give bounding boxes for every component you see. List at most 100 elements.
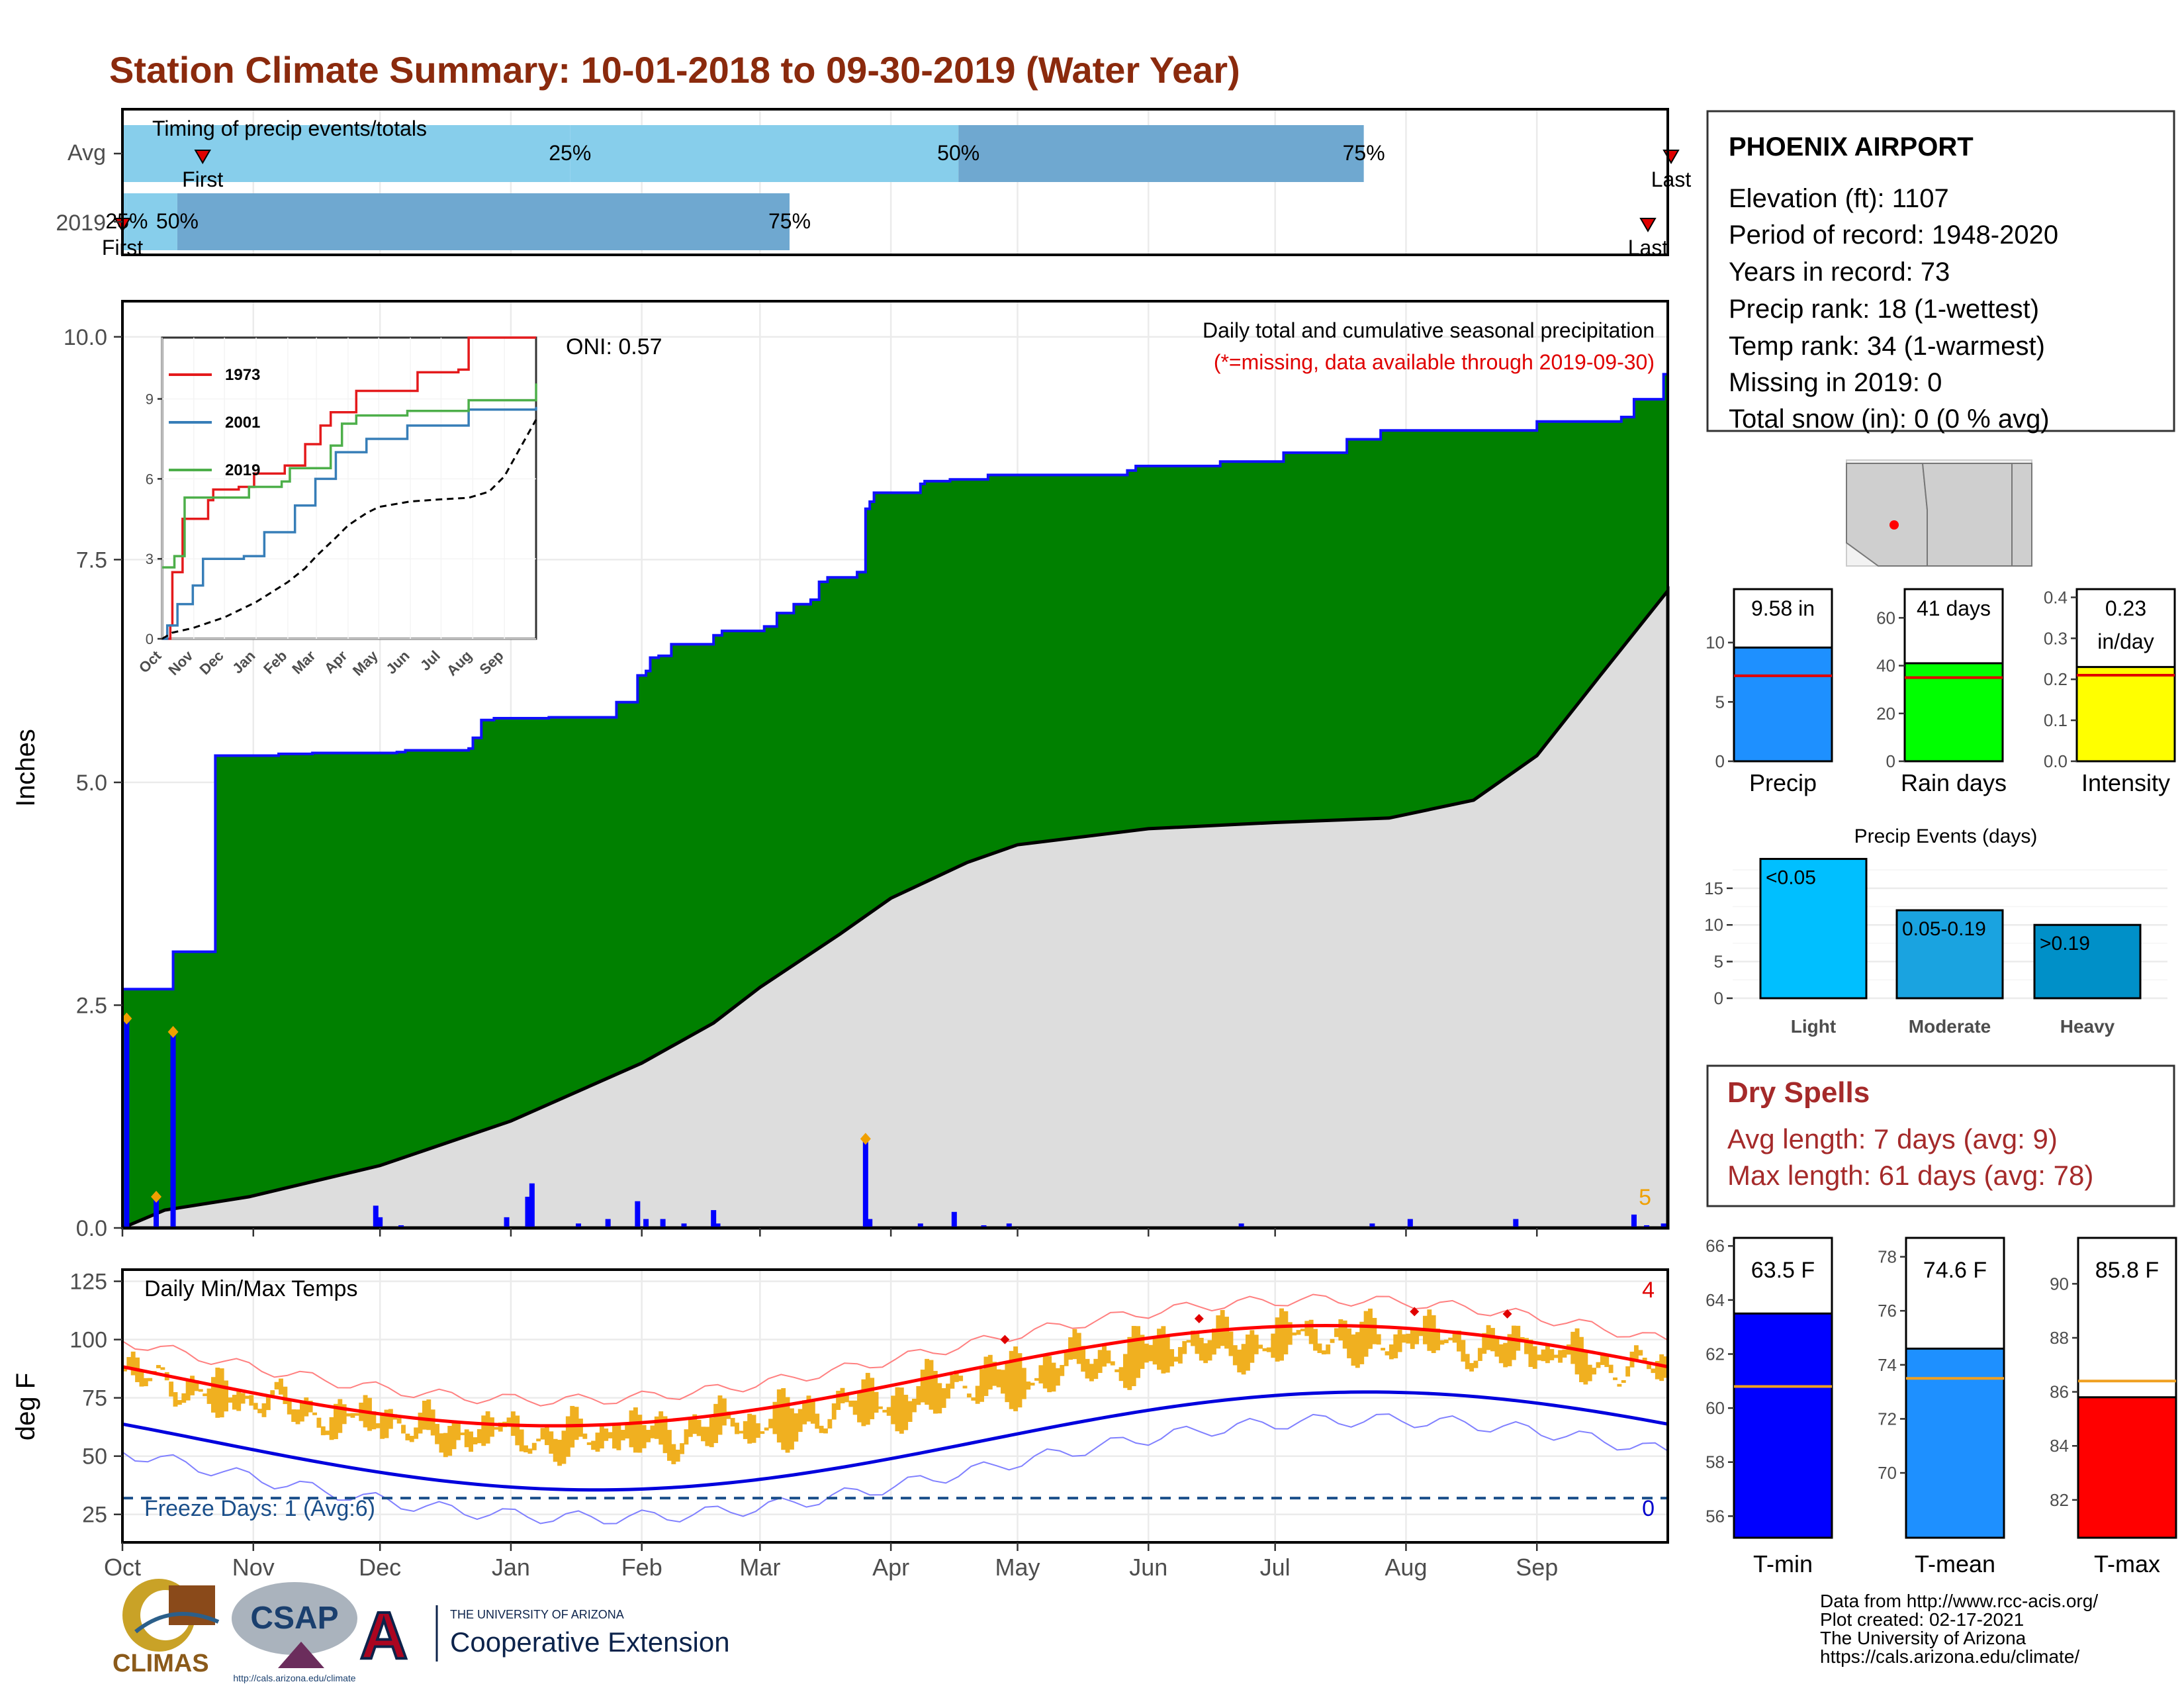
summary-bar-intensity [2075, 666, 2176, 763]
daily-temp-bar [527, 1448, 533, 1454]
daily-temp-bar [426, 1399, 432, 1430]
daily-temp-bar [1494, 1337, 1500, 1357]
daily-temp-bar [962, 1385, 968, 1389]
daily-temp-bar [604, 1428, 609, 1441]
daily-precip-bar [1644, 1225, 1650, 1228]
temp-summary-x-label: T-max [2094, 1550, 2160, 1577]
daily-temp-bar [629, 1410, 634, 1448]
daily-temp-bar [1097, 1350, 1103, 1374]
precip-y-tick-label: 10.0 [64, 325, 107, 350]
daily-temp-bar [671, 1444, 676, 1464]
daily-temp-bar [815, 1413, 820, 1429]
daily-temp-bar [806, 1395, 811, 1422]
daily-temp-bar [1562, 1349, 1567, 1358]
daily-temp-bar [586, 1442, 592, 1445]
daily-temp-bar [992, 1362, 997, 1386]
station-line: Years in record: 73 [1729, 258, 1950, 287]
inset-series-line-2019 [162, 383, 537, 569]
daily-temp-bar [333, 1403, 338, 1440]
daily-temp-bar [224, 1380, 228, 1412]
daily-temp-bar [772, 1401, 778, 1434]
daily-temp-bar [1038, 1365, 1044, 1383]
daily-temp-bar [1300, 1329, 1305, 1332]
daily-temp-bar [1161, 1326, 1166, 1374]
summary-bar-x-label: Intensity [2081, 769, 2170, 796]
footer-line: Data from http://www.rcc-acis.org/ [1820, 1591, 2098, 1611]
month-tick-label: Dec [359, 1554, 401, 1581]
daily-temp-bar [764, 1427, 769, 1431]
daily-temp-bar [1186, 1340, 1191, 1343]
daily-temp-bar [1287, 1322, 1293, 1345]
daily-temp-bar [1321, 1350, 1326, 1355]
daily-temp-bar [561, 1430, 567, 1464]
daily-temp-bar [646, 1430, 651, 1442]
daily-temp-bar [283, 1386, 288, 1405]
temp-summary-y-tick-label: 84 [2050, 1436, 2069, 1456]
events-x-label: Moderate [1909, 1016, 1991, 1037]
daily-temp-bar [1127, 1336, 1132, 1390]
temp-summary-y-tick-label: 76 [1878, 1301, 1897, 1321]
daily-temp-bar [367, 1397, 372, 1431]
daily-temp-bar [338, 1399, 343, 1433]
daily-temp-bar [680, 1443, 685, 1454]
daily-temp-bar [236, 1391, 242, 1411]
daily-temp-bar [1021, 1368, 1026, 1399]
timing-bar-25-50 [126, 193, 177, 250]
daily-temp-bar [1148, 1344, 1154, 1362]
temp-y-tick-label: 125 [69, 1270, 107, 1295]
summary-bar-precip [1733, 646, 1833, 763]
timing-bar-50-75 [177, 193, 790, 250]
csap-logo: CSAP http://cals.arizona.edu/climate [232, 1582, 357, 1683]
daily-temp-bar [1642, 1357, 1647, 1361]
daily-temp-bar [320, 1426, 326, 1436]
daily-temp-bar [1651, 1368, 1656, 1374]
daily-temp-bar [1604, 1355, 1610, 1368]
daily-temp-bar [1253, 1335, 1259, 1354]
daily-temp-bar [599, 1426, 604, 1449]
daily-temp-bar [819, 1425, 824, 1433]
daily-temp-bar [620, 1430, 625, 1440]
daily-temp-bar [675, 1449, 680, 1462]
record-high-marker [1194, 1313, 1204, 1323]
daily-temp-bar [1246, 1335, 1250, 1371]
station-info-box: PHOENIX AIRPORT Elevation (ft): 1107 Per… [1706, 110, 2175, 434]
daily-temp-bar [1381, 1348, 1386, 1351]
footer-line: https://cals.arizona.edu/climate/ [1820, 1646, 2079, 1667]
daily-temp-bar [1191, 1331, 1195, 1346]
daily-temp-bar [1313, 1329, 1318, 1351]
daily-temp-bar [388, 1409, 393, 1429]
daily-precip-bar [917, 1223, 923, 1228]
daily-temp-bar [857, 1391, 862, 1423]
temperature-panel: 25 50 75 100 125 Oct Nov Dec Jan Feb Mar Apr May Jun… [11, 1268, 1669, 1581]
month-tick-label: Nov [232, 1554, 275, 1581]
daily-temp-bar [1115, 1369, 1120, 1372]
daily-temp-bar [228, 1397, 233, 1403]
daily-precip-bar [643, 1219, 649, 1228]
daily-temp-bar [1655, 1361, 1660, 1380]
first-event-marker [194, 150, 211, 164]
daily-temp-bar [907, 1401, 913, 1423]
daily-precip-bar [715, 1223, 721, 1228]
timing-percentile-label: 75% [1343, 141, 1385, 165]
daily-temp-bar [1579, 1336, 1584, 1382]
daily-temp-bar [122, 1368, 127, 1372]
daily-precip-bar [660, 1219, 666, 1228]
daily-temp-bar [299, 1403, 304, 1422]
events-bar-heavy [2033, 923, 2142, 1000]
temp-summary-y-tick-label: 66 [1706, 1236, 1725, 1256]
daily-temp-bar [1026, 1382, 1031, 1390]
daily-temp-bar [1621, 1380, 1626, 1383]
daily-temp-bar [270, 1390, 275, 1395]
daily-precip-bar [525, 1196, 531, 1228]
daily-temp-bar [375, 1423, 381, 1429]
timing-percentile-label: 75% [768, 209, 811, 233]
daily-temp-bar [899, 1387, 904, 1434]
daily-temp-bar [519, 1429, 524, 1452]
daily-temp-bar [891, 1395, 895, 1425]
daily-precip-bar [373, 1205, 379, 1228]
temp-summary-y-tick-label: 62 [1706, 1344, 1725, 1364]
daily-temp-bar [473, 1437, 478, 1444]
daily-temp-bar [536, 1438, 541, 1442]
temp-summary-y-tick-label: 86 [2050, 1382, 2069, 1402]
